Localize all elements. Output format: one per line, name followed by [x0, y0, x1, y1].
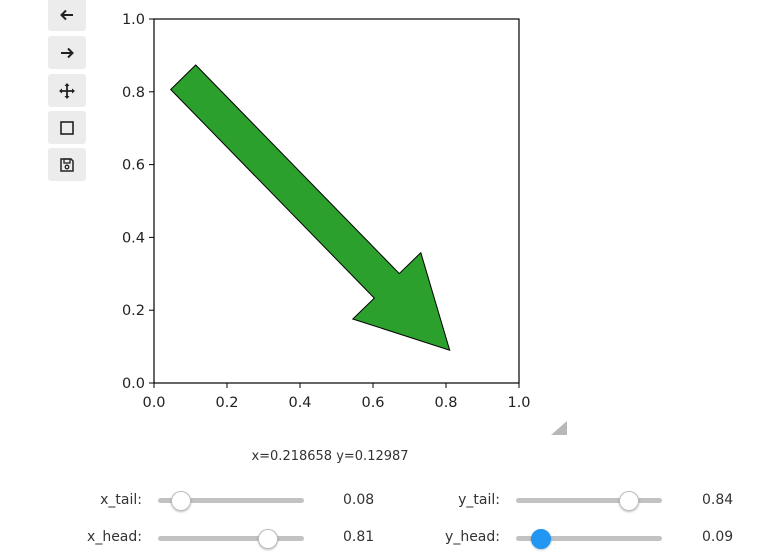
coordinates-readout: x=0.218658 y=0.12987: [251, 449, 409, 464]
pan-button[interactable]: [48, 74, 86, 107]
x-head-value: 0.81: [343, 529, 375, 545]
y-tick-label: 1.0: [122, 12, 145, 28]
x-tail-slider-thumb[interactable]: [171, 490, 192, 511]
axis-ticks: 0.0 0.2 0.4 0.6 0.8 1.0 0.0 0.2 0.4 0.6 0.8 1.0: [122, 12, 531, 411]
y-head-label: y_head:: [445, 529, 500, 545]
x-head-label: x_head:: [87, 529, 142, 545]
plot-area: [154, 19, 519, 383]
y-tick-label: 0.8: [122, 85, 145, 101]
x-tick-label: 0.0: [142, 395, 165, 411]
x-tail-value: 0.08: [343, 492, 375, 508]
y-head-slider-thumb[interactable]: [530, 528, 551, 549]
x-tick-label: 0.8: [434, 395, 457, 411]
y-tick-label: 0.6: [122, 158, 145, 174]
y-tail-label: y_tail:: [458, 492, 500, 508]
x-tail-slider[interactable]: [158, 498, 304, 503]
save-button[interactable]: [48, 148, 86, 181]
resize-handle-icon[interactable]: [551, 421, 567, 435]
arrow-right-icon: [61, 47, 74, 58]
forward-button[interactable]: [48, 36, 86, 69]
arrow-shape: [169, 64, 451, 351]
x-tail-label: x_tail:: [100, 492, 142, 508]
x-tick-label: 0.4: [288, 395, 311, 411]
zoom-button[interactable]: [48, 111, 86, 144]
y-tail-slider-thumb[interactable]: [619, 490, 640, 511]
y-tick-label: 0.4: [122, 230, 145, 246]
move-icon: [59, 82, 75, 99]
x-tick-label: 1.0: [507, 395, 530, 411]
arrow-left-icon: [60, 9, 73, 20]
x-tick-label: 0.6: [361, 395, 384, 411]
save-icon: [60, 157, 74, 172]
x-tick-label: 0.2: [215, 395, 238, 411]
back-button[interactable]: [48, 0, 86, 31]
x-head-slider[interactable]: [158, 536, 304, 541]
square-icon: [60, 120, 74, 135]
plot-canvas[interactable]: 0.0 0.2 0.4 0.6 0.8 1.0 0.0 0.2 0.4 0.6 0.8 1.0: [0, 0, 768, 445]
y-head-slider[interactable]: [516, 536, 662, 541]
y-tail-slider[interactable]: [516, 498, 662, 503]
y-tick-label: 0.2: [122, 303, 145, 319]
x-head-slider-thumb[interactable]: [257, 528, 278, 549]
plot-frame: [153, 18, 520, 384]
y-head-value: 0.09: [702, 529, 734, 545]
y-tick-label: 0.0: [122, 376, 145, 392]
y-tail-value: 0.84: [702, 492, 734, 508]
